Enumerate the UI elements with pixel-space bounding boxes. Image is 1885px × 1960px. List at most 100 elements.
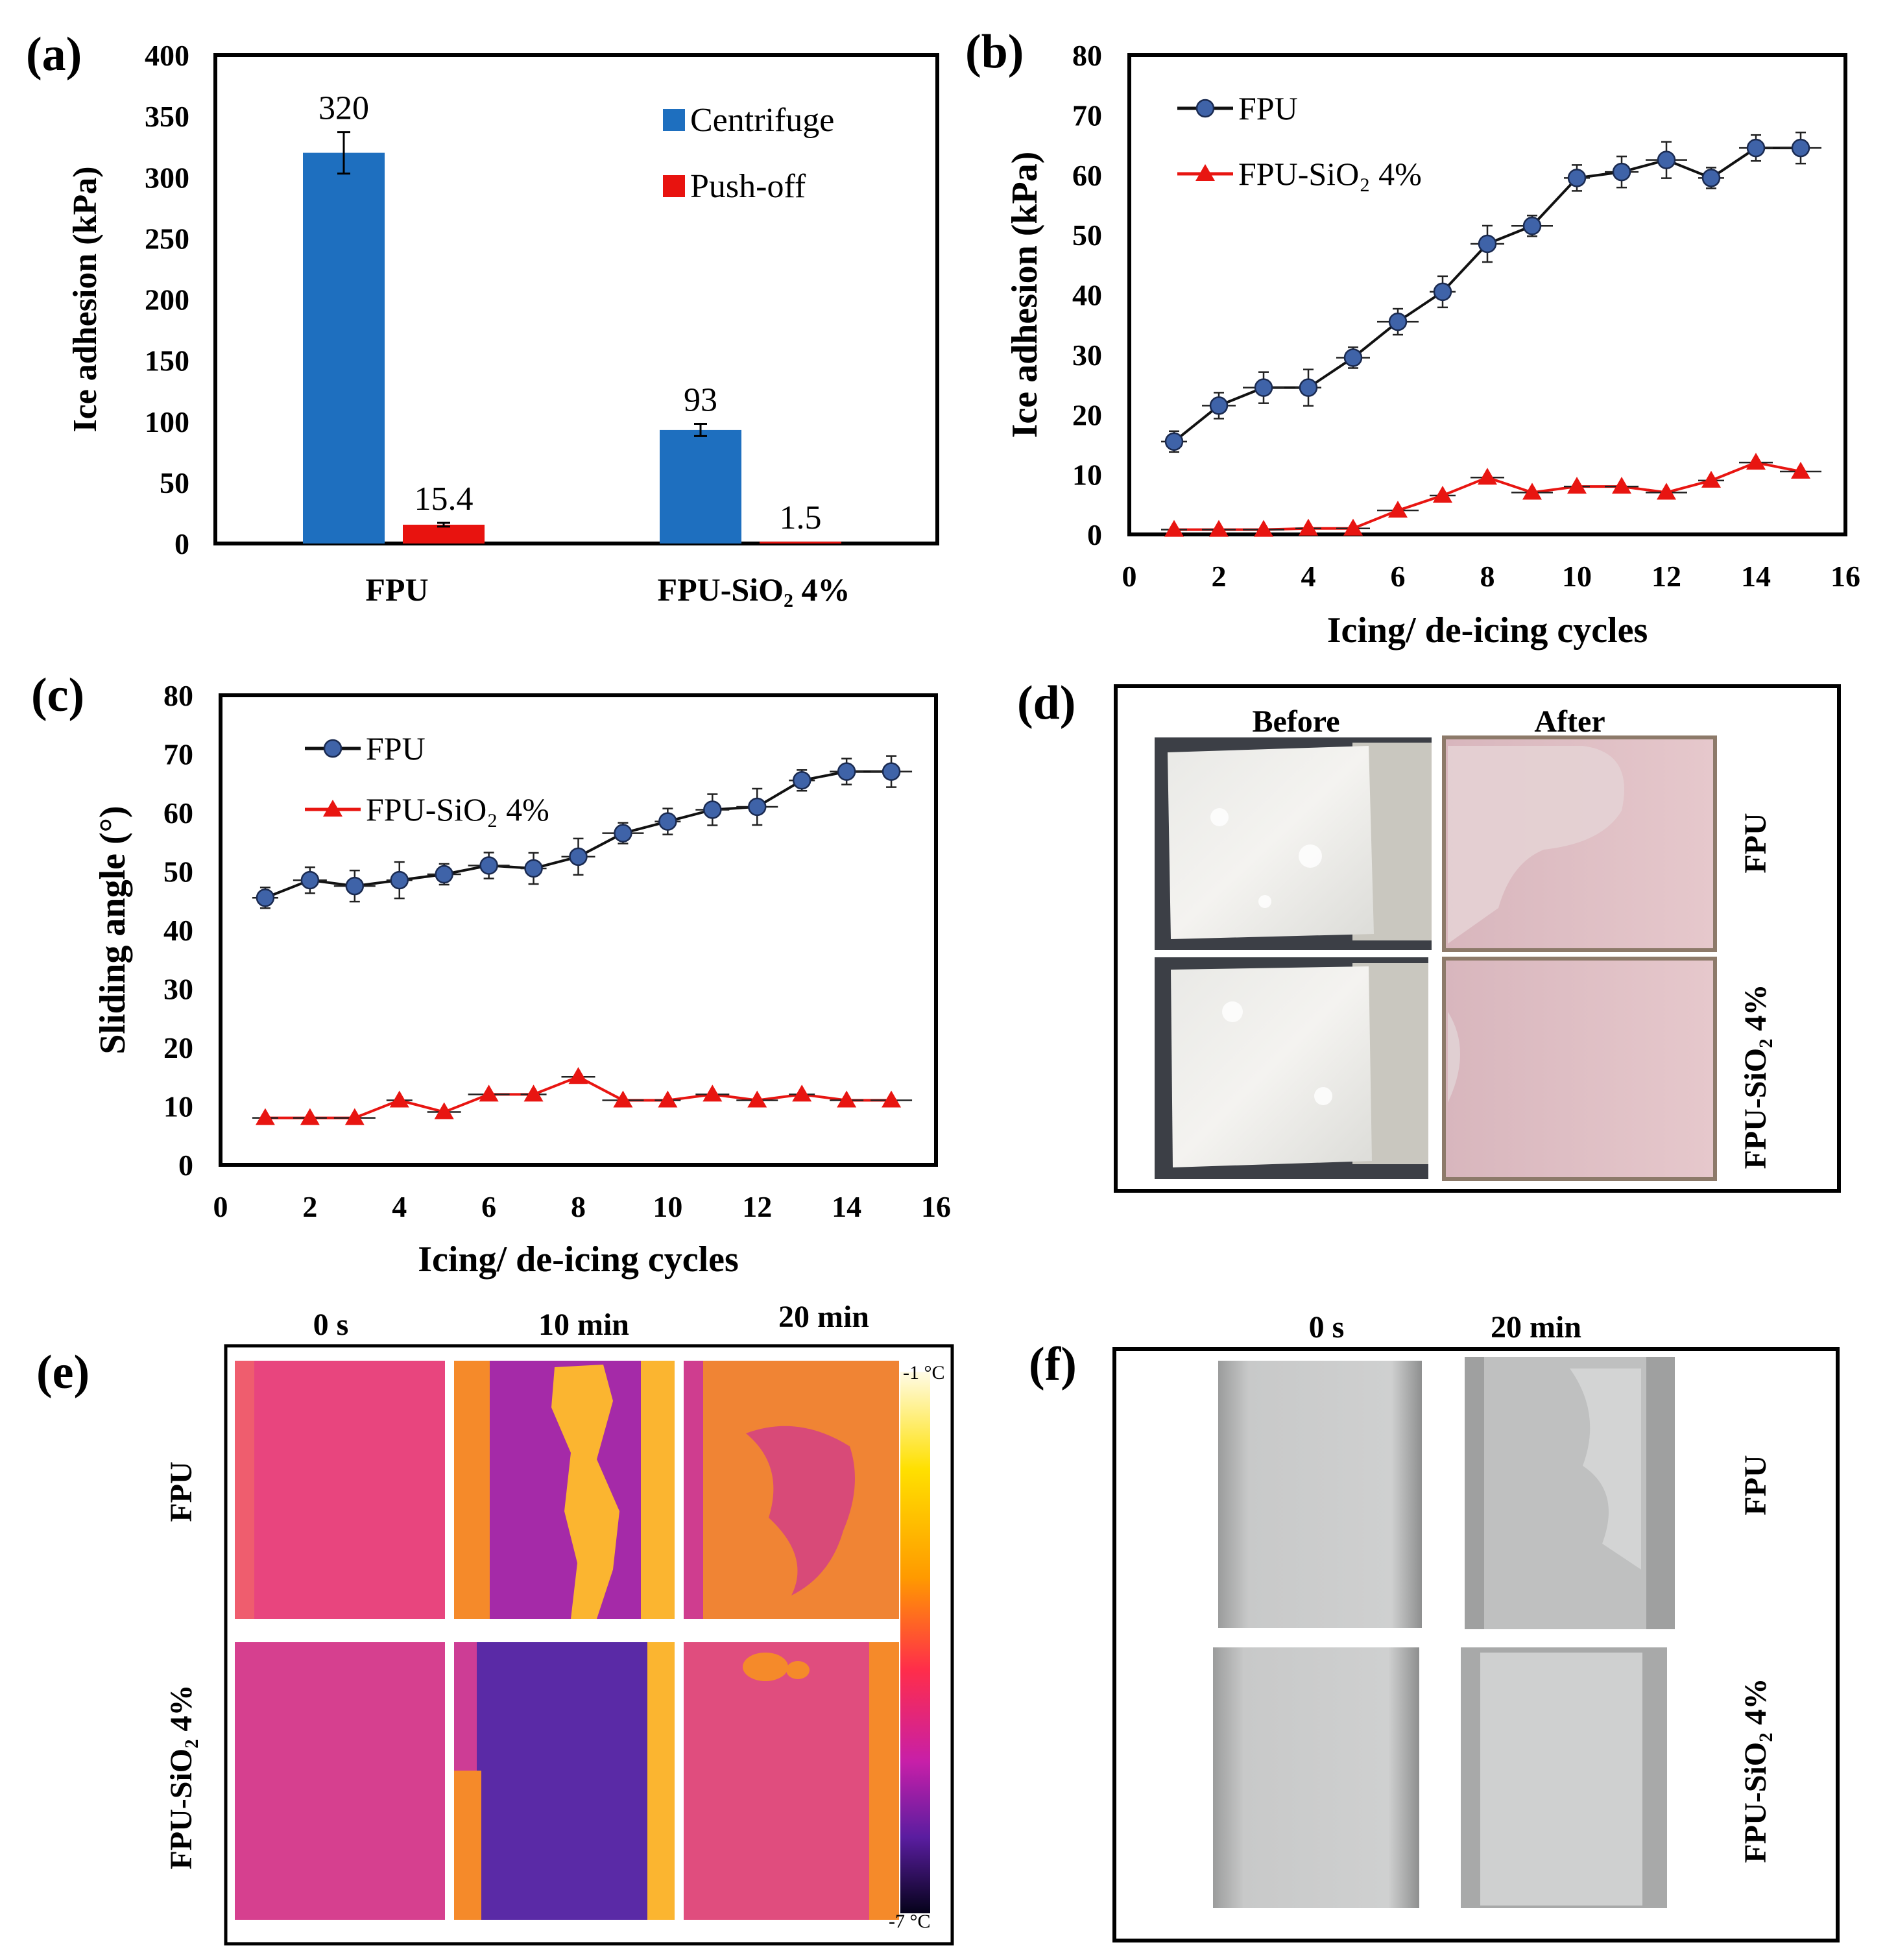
panel-f-label: (f) [1029, 1338, 1077, 1391]
col-10min-label: 10 min [538, 1308, 629, 1342]
photo-sio2-before [1155, 957, 1428, 1179]
col-0s-label: 0 s [313, 1308, 349, 1342]
data-point [255, 1108, 275, 1125]
data-point [1791, 138, 1810, 158]
x-tick-label: 16 [921, 1190, 951, 1223]
data-point [1567, 169, 1587, 187]
data-point [1299, 518, 1318, 536]
plot-frame [213, 53, 939, 545]
x-axis-label: Icing/ de-icing cycles [1327, 610, 1648, 651]
thermal-sio2-10min [454, 1642, 675, 1920]
data-point [882, 762, 901, 781]
photo-fpu-before [1155, 737, 1432, 950]
y-tick-label: 10 [163, 1090, 193, 1123]
data-point [479, 856, 498, 875]
y-tick-label: 40 [163, 914, 193, 947]
x-tick-label: 12 [1651, 560, 1681, 593]
y-tick-label: 0 [178, 1149, 193, 1182]
data-label: 320 [318, 90, 369, 127]
y-tick-label: 80 [163, 679, 193, 712]
bar [403, 525, 485, 544]
x-tick-label: 4 [1301, 560, 1316, 593]
data-point [1388, 501, 1408, 518]
panel-e-label: (e) [36, 1346, 90, 1399]
y-tick-label: 100 [145, 405, 189, 438]
y-tick-label: 30 [163, 973, 193, 1006]
data-point [1209, 520, 1229, 537]
legend-swatch [663, 109, 685, 131]
legend-label: Centrifuge [690, 102, 834, 139]
f-row-fpu-label: FPU [1738, 1455, 1773, 1515]
data-point [1612, 162, 1631, 182]
data-point [1478, 234, 1497, 254]
x-tick-label: 2 [302, 1190, 317, 1223]
data-point [658, 1090, 678, 1108]
data-point [1164, 432, 1184, 451]
legend-label: FPU-SiO₂ 4% [366, 791, 549, 828]
bar-chart-a: 0 50 100 150 200 250 300 350 400 Ice adhesion (kP… [67, 39, 939, 608]
y-tick-label: 350 [145, 100, 189, 133]
y-tick-label: 10 [1072, 459, 1102, 492]
x-tick-label: 6 [1391, 560, 1406, 593]
line-chart-c: 0 10 20 30 40 50 60 70 80 0 2 4 6 8 10 12 14 16 Icing/ de-… [93, 679, 951, 1280]
thermal-color-scale [900, 1372, 930, 1913]
photo-fpu-after [1442, 735, 1717, 952]
photo-f-fpu-20min [1465, 1357, 1675, 1629]
panel-a-label: (a) [26, 28, 82, 81]
x-category-label: FPU-SiO₂ 4% [658, 571, 850, 608]
panel-c-label: (c) [31, 669, 84, 722]
data-point [1522, 483, 1542, 500]
legend-swatch [663, 175, 685, 197]
data-point [1388, 312, 1408, 331]
panel-c: (c) 0 10 20 30 40 50 60 70 80 0 2 4 6 8 10 12 14 16 Icing/… [31, 669, 951, 1280]
legend-marker [1195, 164, 1215, 181]
data-point [1478, 468, 1497, 485]
data-point [390, 870, 409, 890]
y-tick-label: 50 [163, 855, 193, 889]
data-point [1522, 217, 1542, 235]
x-category-label: FPU [365, 571, 428, 608]
data-point [1701, 169, 1721, 187]
data-point [1612, 477, 1631, 494]
data-point [658, 812, 677, 831]
data-point [747, 1090, 767, 1108]
data-point [1791, 462, 1810, 479]
legend-marker [323, 739, 342, 758]
scale-max-label: -1 °C [903, 1362, 945, 1383]
y-tick-label: 250 [145, 222, 189, 255]
y-tick-label: 40 [1072, 279, 1102, 312]
e-row-sio2-label: FPU-SiO₂ 4% [164, 1684, 198, 1869]
y-axis-label: Ice adhesion (kPa) [67, 166, 104, 432]
bar [303, 152, 385, 544]
y-tick-label: 0 [174, 527, 189, 560]
data-point [344, 1108, 365, 1125]
x-tick-label: 4 [392, 1190, 407, 1223]
photo-f-fpu-0s [1218, 1361, 1422, 1628]
y-tick-label: 300 [145, 161, 189, 194]
y-axis-label: Sliding angle (°) [93, 806, 133, 1054]
y-tick-label: 50 [1072, 219, 1102, 252]
thermal-sio2-20min [684, 1642, 899, 1920]
plot-frame [1127, 53, 1847, 536]
data-point [1343, 518, 1363, 536]
data-point [1164, 520, 1184, 537]
data-point [792, 1084, 812, 1102]
data-point [300, 870, 320, 890]
legend-label: FPU [1238, 90, 1298, 126]
series-line [1173, 147, 1801, 443]
data-point [345, 876, 365, 896]
y-tick-label: 30 [1072, 339, 1102, 372]
y-tick-label: 70 [163, 738, 193, 771]
x-tick-label: 6 [481, 1190, 496, 1223]
data-point [882, 1090, 902, 1108]
panel-b: (b) 0 10 20 30 40 50 60 70 80 0 2 4 6 8 10 12 14 16 Icing/… [965, 25, 1860, 651]
x-tick-label: 10 [653, 1190, 682, 1223]
y-tick-label: 70 [1072, 99, 1102, 132]
x-tick-label: 14 [832, 1190, 861, 1223]
col-20min-label: 20 min [778, 1300, 869, 1334]
data-point [435, 865, 453, 884]
thermal-sio2-0s [235, 1642, 445, 1920]
y-tick-label: 20 [163, 1031, 193, 1064]
y-tick-label: 60 [1072, 159, 1102, 192]
